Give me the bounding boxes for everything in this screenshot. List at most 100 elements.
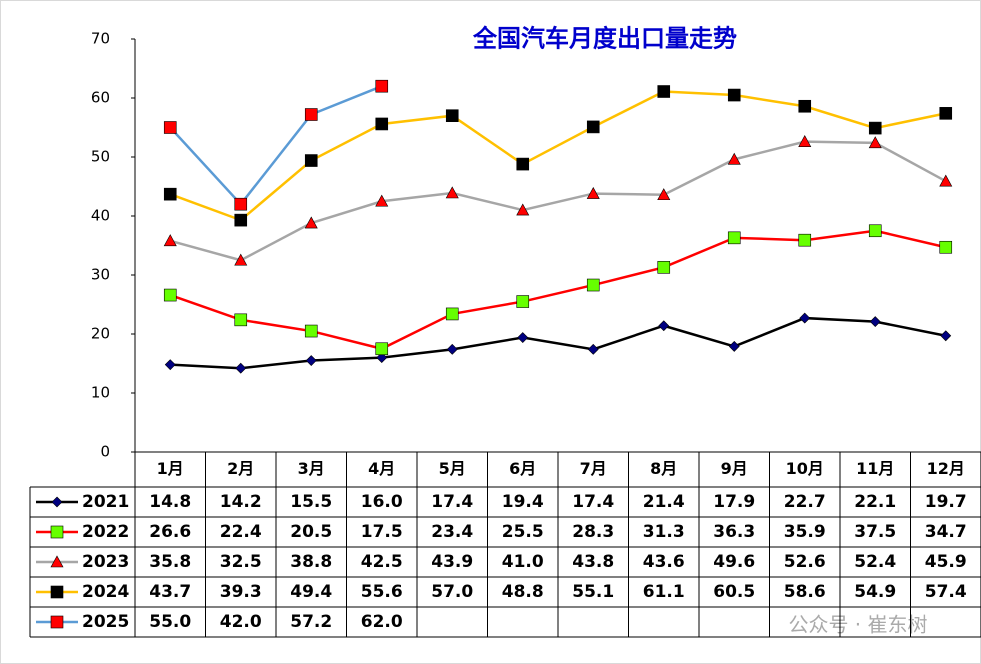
x-tick-label: 10月 <box>786 459 824 478</box>
x-tick-label: 12月 <box>927 459 965 478</box>
series-line <box>169 90 947 222</box>
marker <box>164 359 176 371</box>
marker <box>727 231 741 245</box>
marker <box>869 316 881 328</box>
table-cell: 61.1 <box>643 582 685 602</box>
y-tick-label: 40 <box>91 207 110 225</box>
marker <box>940 330 952 342</box>
marker <box>234 313 248 327</box>
marker <box>799 312 811 324</box>
marker <box>657 188 671 201</box>
series-line <box>169 140 947 262</box>
marker <box>235 362 247 374</box>
table-cell: 19.4 <box>502 492 544 512</box>
marker <box>376 352 388 364</box>
table-cell: 52.4 <box>854 552 896 572</box>
table-cell: 42.0 <box>220 612 262 632</box>
y-tick-label: 0 <box>100 443 110 461</box>
marker <box>375 194 389 207</box>
x-tick-label: 6月 <box>509 459 536 478</box>
table-cell: 20.5 <box>290 522 332 542</box>
table-cell: 58.6 <box>784 582 826 602</box>
marker <box>939 240 953 254</box>
table-cell: 43.6 <box>643 552 685 572</box>
marker <box>868 224 882 238</box>
table-cell: 22.4 <box>220 522 262 542</box>
marker <box>657 261 671 274</box>
table-cell: 22.7 <box>784 492 826 512</box>
series-line <box>169 85 383 207</box>
table-cell: 26.6 <box>149 522 191 542</box>
marker <box>304 324 318 338</box>
marker <box>445 186 459 199</box>
table-cell: 16.0 <box>361 492 403 512</box>
legend-label: 2024 <box>82 582 129 602</box>
table-cell: 17.4 <box>431 492 473 512</box>
marker <box>304 154 318 167</box>
table-cell: 52.6 <box>784 552 826 572</box>
marker <box>798 233 812 247</box>
table-cell: 43.8 <box>572 552 614 572</box>
marker <box>658 320 670 332</box>
marker <box>727 152 741 165</box>
table-cell: 55.1 <box>572 582 614 602</box>
marker <box>657 85 671 98</box>
table-cell: 28.3 <box>572 522 614 542</box>
marker <box>516 203 530 216</box>
legend-marker <box>50 585 64 599</box>
marker <box>868 136 882 149</box>
series-line <box>170 316 946 370</box>
table-cell: 17.9 <box>713 492 755 512</box>
table-cell: 43.7 <box>149 582 191 602</box>
marker <box>375 342 389 356</box>
table-cell: 31.3 <box>643 522 685 542</box>
table-cell: 19.7 <box>925 492 967 512</box>
marker <box>234 213 248 227</box>
y-tick-label: 50 <box>91 148 110 166</box>
marker <box>446 343 458 355</box>
table-cell: 55.6 <box>361 582 403 602</box>
x-tick-label: 5月 <box>439 459 466 478</box>
x-tick-label: 8月 <box>650 459 677 478</box>
y-tick-label: 10 <box>91 384 110 402</box>
table-cell: 21.4 <box>643 492 685 512</box>
marker <box>587 343 599 355</box>
marker <box>163 187 177 201</box>
x-tick-label: 9月 <box>721 459 748 478</box>
x-tick-label: 2月 <box>227 459 254 478</box>
marker <box>516 295 530 308</box>
marker <box>517 332 529 343</box>
marker <box>798 135 812 147</box>
marker <box>445 307 459 321</box>
table-cell: 22.1 <box>854 492 896 512</box>
legend-marker <box>50 615 64 629</box>
marker <box>798 99 812 113</box>
table-cell: 39.3 <box>220 582 262 602</box>
table-cell: 55.0 <box>149 612 191 632</box>
table-cell: 48.8 <box>502 582 544 602</box>
x-tick-label: 1月 <box>157 459 184 478</box>
table-cell: 34.7 <box>925 522 967 542</box>
y-tick-label: 60 <box>91 89 110 107</box>
y-tick-label: 20 <box>91 325 110 343</box>
table-cell: 42.5 <box>361 552 403 572</box>
y-tick-label: 30 <box>91 266 110 284</box>
marker <box>727 88 741 102</box>
legend-label: 2021 <box>82 492 129 512</box>
x-tick-label: 11月 <box>856 459 894 478</box>
table-cell: 38.8 <box>290 552 332 572</box>
marker <box>234 197 248 211</box>
table-cell: 35.9 <box>784 522 826 542</box>
marker <box>163 288 177 302</box>
table-cell: 54.9 <box>854 582 896 602</box>
marker <box>305 355 317 366</box>
y-tick-label: 70 <box>91 30 110 48</box>
watermark: 公众号 · 崔东树 <box>788 613 927 637</box>
table-cell: 45.9 <box>925 552 967 572</box>
marker <box>586 278 600 292</box>
marker <box>304 108 318 121</box>
legend-label: 2025 <box>82 612 129 632</box>
table-cell: 57.2 <box>290 612 332 632</box>
